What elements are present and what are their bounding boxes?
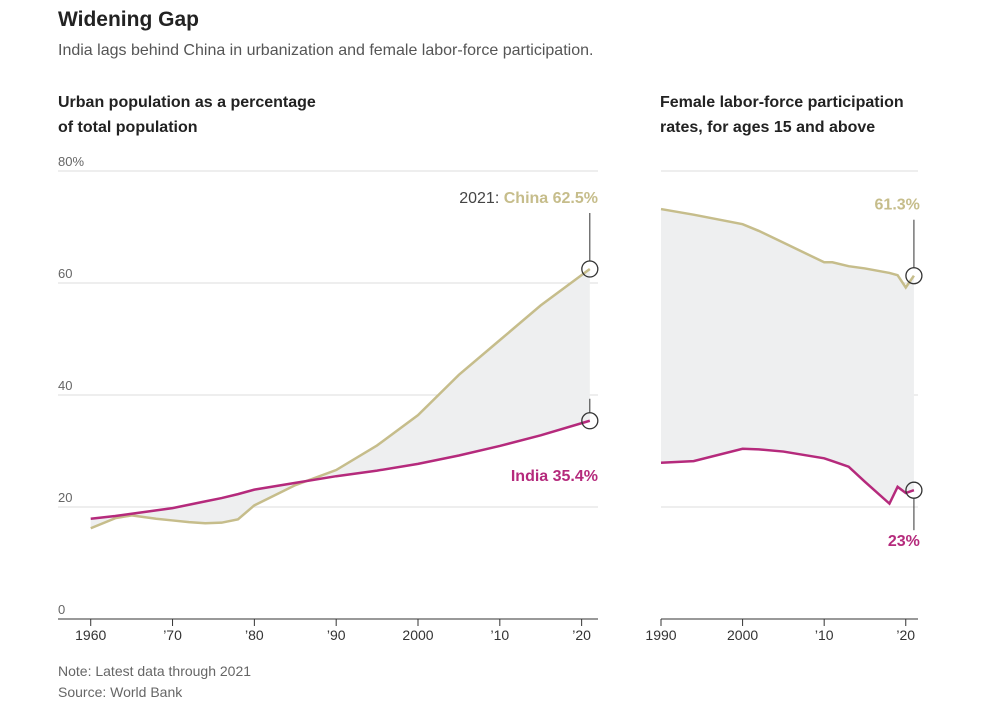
line bbox=[90, 419, 591, 521]
y-tick-label: 80% bbox=[58, 154, 84, 169]
end-label: 2021: China 62.5% bbox=[459, 190, 598, 207]
x-tick-label: 1960 bbox=[75, 627, 106, 643]
end-marker bbox=[905, 481, 923, 499]
end-label: 23% bbox=[888, 533, 920, 550]
value-label: China 62.5% bbox=[504, 190, 598, 207]
end-marker bbox=[581, 412, 599, 430]
line bbox=[660, 447, 915, 506]
y-tick-label: 0 bbox=[58, 602, 65, 617]
source: Source: World Bank bbox=[58, 684, 183, 700]
chart-title: Urban population as a percentage of tota… bbox=[58, 94, 316, 136]
gap-area bbox=[661, 209, 914, 504]
chart-title: Female labor-force participation rates, … bbox=[660, 94, 904, 136]
x-tick-label: ’10 bbox=[815, 627, 834, 643]
label-prefix: 2021: bbox=[459, 190, 499, 207]
value-label: 61.3% bbox=[875, 197, 920, 214]
end-label: 61.3% bbox=[875, 197, 920, 214]
end-marker bbox=[581, 260, 599, 278]
y-tick-label: 20 bbox=[58, 490, 72, 505]
value-label: India 35.4% bbox=[511, 468, 598, 485]
title: Widening Gap bbox=[58, 8, 199, 31]
y-tick-label: 60 bbox=[58, 266, 72, 281]
x-tick-label: 1990 bbox=[645, 627, 676, 643]
value-label: 23% bbox=[888, 533, 920, 550]
gap-area bbox=[90, 269, 590, 529]
x-tick-label: ’10 bbox=[490, 627, 509, 643]
x-tick-label: ’20 bbox=[572, 627, 591, 643]
line bbox=[660, 207, 915, 290]
subtitle: India lags behind China in urbanization … bbox=[58, 42, 594, 59]
x-tick-label: ’20 bbox=[896, 627, 915, 643]
line bbox=[90, 267, 591, 530]
x-tick-label: ’70 bbox=[163, 627, 182, 643]
x-tick-label: ’90 bbox=[327, 627, 346, 643]
x-tick-label: 2000 bbox=[727, 627, 758, 643]
end-marker bbox=[905, 267, 923, 285]
y-tick-label: 40 bbox=[58, 378, 72, 393]
note: Note: Latest data through 2021 bbox=[58, 663, 252, 679]
x-tick-label: ’80 bbox=[245, 627, 264, 643]
end-label: India 35.4% bbox=[511, 468, 598, 485]
x-tick-label: 2000 bbox=[402, 627, 433, 643]
